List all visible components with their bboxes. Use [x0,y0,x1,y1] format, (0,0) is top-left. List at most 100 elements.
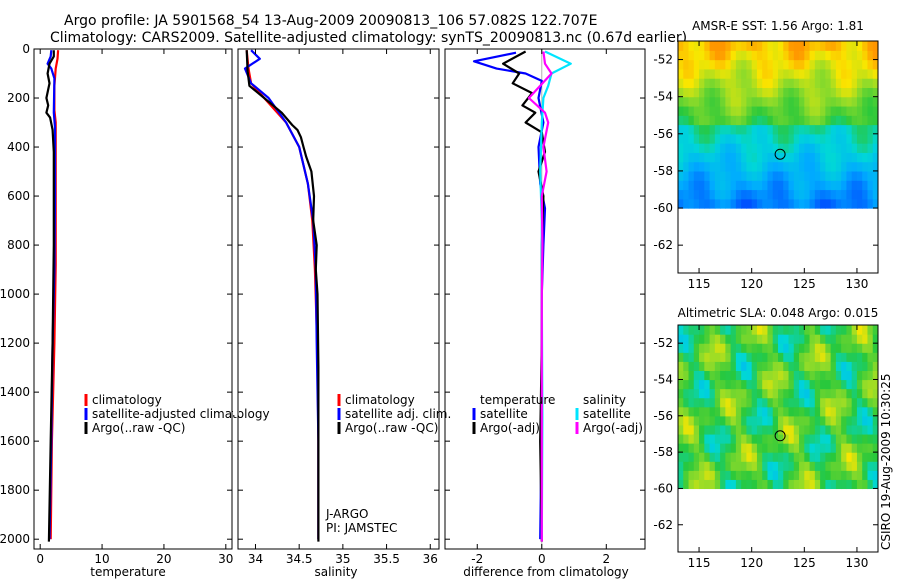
heatmap-cell [688,115,695,126]
heatmap-cell [746,443,753,453]
heatmap-cell [862,180,869,191]
difference-plot-frame [444,48,646,550]
heatmap-cell [704,96,711,107]
heatmap-cell [799,379,805,390]
heatmap-cell [841,388,848,399]
heatmap-cell [825,170,832,181]
heatmap-cell [778,189,784,200]
heatmap-cell [872,105,878,116]
heatmap-cell [704,424,711,435]
heatmap-cell [693,41,700,51]
heatmap-cell [872,352,878,362]
heatmap-cell [756,479,763,490]
heatmap-cell [820,415,826,426]
heatmap-cell [720,50,726,61]
heatmap-cell [835,105,842,116]
heatmap-cell [793,325,800,335]
heatmap-cell [841,406,848,417]
heatmap-cell [767,379,774,390]
heatmap-cell [793,170,800,181]
map-x-tick-label: 125 [793,556,816,570]
heatmap-cell [778,152,784,163]
heatmap-cell [678,41,684,51]
heatmap-cell [825,59,832,70]
heatmap-cell [862,406,869,417]
heatmap-cell [720,325,726,335]
heatmap-cell [872,379,878,390]
heatmap-cell [846,470,853,480]
heatmap-cell [699,452,705,462]
heatmap-cell [678,406,684,417]
heatmap-cell [693,180,700,191]
heatmap-cell [820,96,826,107]
heatmap-cell [841,325,848,335]
heatmap-cell [851,388,858,399]
heatmap-cell [693,470,700,480]
heatmap-cell [830,325,837,335]
heatmap-cell [735,96,742,107]
heatmap-cell [741,50,748,61]
heatmap-cell [683,143,690,153]
heatmap-cell [778,87,784,98]
heatmap-cell [793,397,800,408]
heatmap-cell [741,170,748,181]
heatmap-cell [841,105,848,116]
heatmap-cell [862,170,869,181]
heatmap-cell [725,352,732,362]
heatmap-cell [704,189,711,200]
heatmap-cell [872,433,878,444]
heatmap-cell [867,105,874,116]
heatmap-cell [783,334,790,344]
sst-map-panel: AMSR-E SST: 1.56 Argo: 1.81 115 120 125 130… [653,19,879,291]
heatmap-cell [746,96,753,107]
heatmap-cell [756,198,763,209]
heatmap-cell [846,78,853,88]
heatmap-cell [751,78,758,88]
heatmap-cell [693,124,700,135]
heatmap-cell [867,343,874,353]
heatmap-cell [867,406,874,417]
y-tick-label: 1400 [0,385,30,399]
heatmap-cell [809,479,816,490]
heatmap-cell [720,87,726,98]
heatmap-cell [735,334,742,344]
heatmap-cell [762,406,769,417]
heatmap-cell [756,59,763,70]
heatmap-cell [699,370,705,381]
heatmap-cell [788,325,795,335]
heatmap-cell [714,115,721,126]
heatmap-cell [746,452,753,462]
heatmap-cell [809,461,816,471]
heatmap-cell [730,143,737,153]
heatmap-cell [704,461,711,471]
heatmap-cell [746,424,753,435]
heatmap-cell [793,424,800,435]
heatmap-cell [767,68,774,79]
heatmap-cell [725,325,732,335]
heatmap-cell [756,443,763,453]
heatmap-cell [856,161,863,172]
heatmap-cell [762,124,769,135]
heatmap-cell [872,334,878,344]
heatmap-cell [704,352,711,362]
heatmap-cell [804,470,811,480]
heatmap-cell [746,479,753,490]
heatmap-cell [778,325,784,335]
heatmap-cell [872,143,878,153]
heatmap-cell [730,87,737,98]
heatmap-cell [751,68,758,79]
heatmap-cell [830,415,837,426]
heatmap-cell [693,370,700,381]
heatmap-cell [872,124,878,135]
heatmap-cell [762,50,769,61]
heatmap-cell [741,152,748,163]
heatmap-cell [788,424,795,435]
heatmap-cell [735,143,742,153]
heatmap-cell [772,343,779,353]
heatmap-cell [714,379,721,390]
heatmap-cell [678,433,684,444]
heatmap-cell [756,68,763,79]
heatmap-cell [678,170,684,181]
heatmap-cell [709,152,716,163]
heatmap-cell [804,443,811,453]
